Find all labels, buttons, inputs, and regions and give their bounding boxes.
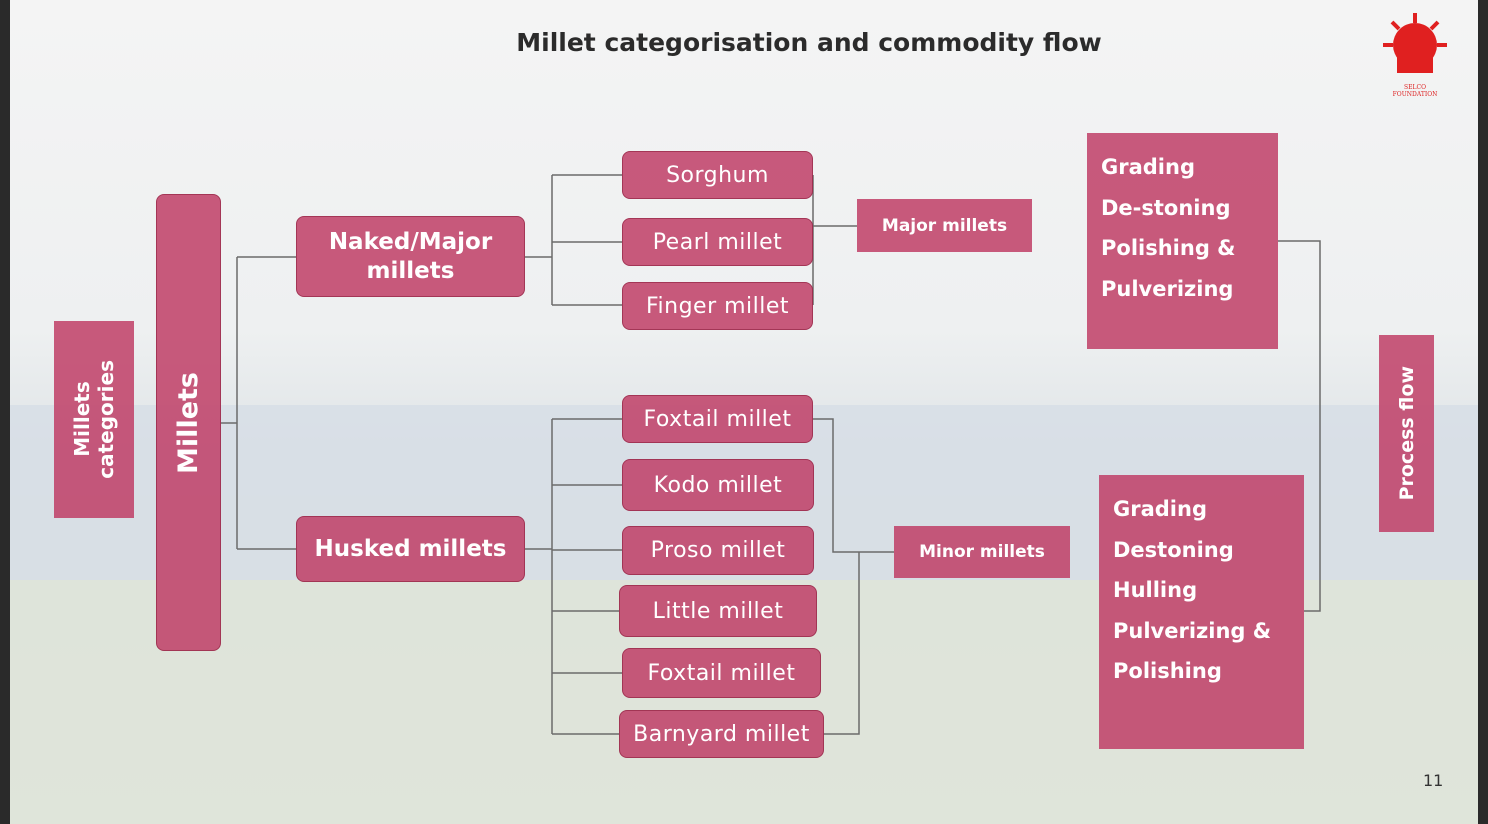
millet-label: Foxtail millet	[647, 660, 796, 686]
logo-text: SELCO FOUNDATION	[1392, 84, 1438, 98]
millet-box: Pearl millet	[622, 218, 813, 266]
label: Husked millets	[314, 536, 507, 562]
process-flow-label: Process flow	[1395, 366, 1418, 501]
page-number: 11	[1423, 771, 1444, 790]
title: Millet categorisation and commodity flow	[516, 28, 1102, 57]
husked-box: Husked millets	[296, 516, 525, 582]
process-minor-box: Grading Destoning Hulling Pulverizing & Poli…	[1099, 475, 1304, 749]
categories-label: Millets categories	[70, 360, 118, 479]
major-group-box: Major millets	[857, 199, 1032, 252]
millet-label: Little millet	[652, 598, 784, 624]
label-line: Millets	[70, 381, 94, 458]
label-line: millets	[366, 257, 455, 284]
process-flow-box: Process flow	[1379, 335, 1434, 532]
categories-label-box: Millets categories	[54, 321, 134, 518]
millet-box: Sorghum	[622, 151, 813, 199]
label-line: categories	[94, 360, 118, 479]
label: Minor millets	[919, 542, 1045, 562]
process-step: Pulverizing &	[1113, 618, 1272, 643]
process-step: De-stoning	[1101, 195, 1231, 220]
millet-box: Foxtail millet	[622, 395, 813, 443]
millet-label: Finger millet	[645, 293, 790, 319]
connectors	[221, 174, 1321, 735]
label: Major millets	[881, 215, 1008, 236]
millet-label: Barnyard millet	[633, 721, 810, 747]
millet-box: Finger millet	[622, 282, 813, 330]
millets-box: Millets	[156, 194, 221, 651]
millet-label: Sorghum	[666, 162, 769, 188]
millet-label: Foxtail millet	[643, 406, 792, 432]
naked-major-box: Naked/Major millets	[296, 216, 525, 297]
millet-box: Foxtail millet	[622, 648, 821, 698]
slide: Millet categorisation and commodity flow…	[10, 0, 1478, 824]
millets-label: Millets	[173, 371, 204, 474]
process-major-box: Grading De-stoning Polishing & Pulverizing	[1087, 133, 1278, 349]
process-step: Destoning	[1113, 537, 1234, 562]
label-line: Naked/Major	[328, 228, 493, 255]
millet-box: Proso millet	[622, 526, 814, 575]
process-step: Pulverizing	[1101, 276, 1234, 301]
minor-group-box: Minor millets	[894, 526, 1070, 578]
millet-box: Kodo millet	[622, 459, 814, 511]
process-step: Grading	[1113, 497, 1207, 521]
process-step: Grading	[1101, 155, 1195, 179]
millet-label: Pearl millet	[652, 229, 783, 255]
millet-label: Kodo millet	[653, 472, 783, 498]
millet-label: Proso millet	[650, 538, 786, 563]
millet-box: Little millet	[619, 585, 817, 637]
logo-icon	[1383, 13, 1447, 73]
millet-box: Barnyard millet	[619, 710, 824, 758]
process-step: Hulling	[1113, 578, 1198, 602]
process-step: Polishing	[1113, 659, 1222, 683]
process-step: Polishing &	[1101, 236, 1236, 260]
